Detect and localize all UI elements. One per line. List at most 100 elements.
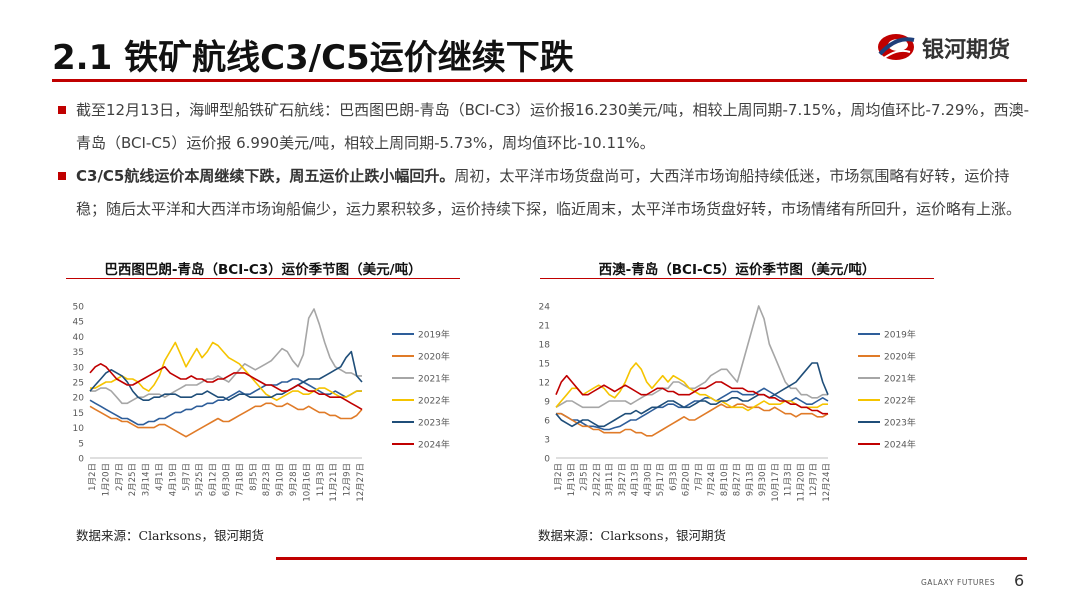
y-tick-label: 3 [544,436,550,446]
x-tick-label: 8月23日 [262,463,272,496]
chart-c5-seasonal: 0 3 6 9 12 15 18 21 24 1月2日 1月19日 2月5日 2月22日 3月11日 3月2… [539,303,916,502]
x-tick-label: 6月30日 [222,463,232,496]
bullet-bold-text: C3/C5航线运价本周继续下跌，周五运价止跌小幅回升。 [76,167,455,185]
x-tick-label: 10月16日 [302,463,312,502]
y-tick-label: 12 [539,379,550,389]
page-title: 2.1 铁矿航线C3/C5运价继续下跌 [52,38,574,78]
legend-label: 2019年 [418,329,450,341]
x-tick-label: 6月20日 [682,463,692,496]
x-tick-label: 9月13日 [745,463,755,496]
y-tick-label: 5 [78,439,84,449]
x-tick-label: 8月10日 [720,463,730,496]
x-tick-label: 4月13日 [631,463,641,496]
y-tick-label: 15 [539,360,550,370]
x-tick-label: 11月20日 [796,463,806,502]
x-tick-label: 9月28日 [289,463,299,496]
x-tick-label: 4月19日 [168,463,178,496]
series-line-2024年 [555,374,828,415]
x-tick-label: 7月18日 [235,463,245,496]
bullet-square-icon [58,106,66,114]
chart-title-c5: 西澳-青岛（BCI-C5）运价季节图（美元/吨） [598,262,876,278]
y-tick-label: 25 [73,379,84,389]
x-tick-label: 5月25日 [195,463,205,496]
bullet-item-weekly-summary: C3/C5航线运价本周继续下跌，周五运价止跌小幅回升。周初，太平洋市场货盘尚可，… [52,160,1032,226]
x-tick-label: 7月24日 [707,463,717,496]
y-tick-label: 10 [73,424,85,434]
y-tick-label: 9 [544,398,550,408]
x-tick-label: 8月27日 [733,463,743,496]
x-tick-label: 1月2日 [88,463,98,491]
x-tick-label: 12月27日 [356,463,366,502]
series-line-2023年 [89,350,363,401]
x-tick-label: 6月3日 [669,463,679,491]
y-tick-label: 40 [73,333,85,343]
y-tick-label: 6 [544,417,550,427]
y-tick-label: 0 [78,455,84,465]
x-tick-label: 1月19日 [567,463,577,496]
x-tick-label: 11月3日 [784,463,794,496]
x-tick-label: 5月7日 [182,463,192,491]
x-tick-label: 2月5日 [580,463,590,491]
y-tick-label: 45 [73,318,84,328]
chart-c3-seasonal: 0 5 10 15 20 25 30 35 40 45 50 1月2日 1月20日 2月7日 2月25日 3月… [73,303,450,502]
legend-label: 2022年 [418,395,450,407]
y-tick-label: 30 [73,363,85,373]
galaxy-logo-icon [878,34,915,60]
series-line-2020年 [556,403,829,437]
x-tick-label: 12月24日 [822,463,832,502]
x-tick-label: 11月3日 [316,463,326,496]
x-tick-label: 9月30日 [758,463,768,496]
footer-company: GALAXY FUTURES [921,578,996,587]
company-logo: 银河期货 [876,30,1026,64]
x-tick-label: 3月27日 [618,463,628,496]
chart-title-underline [66,278,460,279]
page-number: 6 [1014,571,1025,590]
x-tick-label: 10月17日 [771,463,781,502]
x-tick-label: 11月21日 [329,463,339,502]
footer-divider [276,557,1027,560]
y-tick-label: 18 [539,341,551,351]
x-tick-label: 1月20日 [101,463,111,496]
chart-source-c5: 数据来源：Clarksons，银河期货 [538,528,726,543]
legend-label: 2023年 [418,417,450,429]
legend-label: 2020年 [884,351,916,363]
chart-title-underline [540,278,934,279]
bullet-item-c3-c5-rates: 截至12月13日，海岬型船铁矿石航线：巴西图巴朗-青岛（BCI-C3）运价报16… [52,94,1032,160]
logo-text: 银河期货 [922,38,1011,63]
x-tick-label: 12月9日 [343,463,353,496]
legend-label: 2022年 [884,395,916,407]
y-tick-label: 21 [539,322,550,332]
chart-title-c3: 巴西图巴朗-青岛（BCI-C3）运价季节图（美元/吨） [104,262,422,278]
x-tick-label: 3月14日 [142,463,152,496]
x-tick-label: 9月10日 [276,463,286,496]
series-line-2021年 [555,305,828,409]
legend-label: 2023年 [884,417,916,429]
y-tick-label: 35 [73,348,84,358]
x-tick-label: 8月5日 [249,463,259,491]
bullet-text: 周初，太平洋市场货盘尚可，大西洋市场询船持续低迷，市场氛围略有好转，运价持稳；随… [76,167,1022,218]
series-line-2023年 [555,362,829,428]
chart-source-c3: 数据来源：Clarksons，银河期货 [76,528,264,543]
legend-label: 2021年 [418,373,450,385]
x-tick-label: 1月2日 [554,463,564,491]
x-tick-label: 5月17日 [656,463,666,496]
title-divider [52,79,1027,82]
x-tick-label: 3月11日 [605,463,615,496]
x-tick-label: 2月22日 [592,463,602,496]
legend-label: 2024年 [884,439,916,451]
x-tick-label: 7月7日 [694,463,704,491]
y-tick-label: 24 [539,303,551,313]
y-tick-label: 15 [73,409,84,419]
x-tick-label: 2月25日 [128,463,138,496]
bullet-list: 截至12月13日，海岬型船铁矿石航线：巴西图巴朗-青岛（BCI-C3）运价报16… [52,94,1032,226]
legend-label: 2021年 [884,373,916,385]
series-line-2024年 [89,363,363,411]
x-tick-label: 4月30日 [643,463,653,496]
bullet-text: 截至12月13日，海岬型船铁矿石航线：巴西图巴朗-青岛（BCI-C3）运价报16… [76,101,1030,152]
series-line-2021年 [90,308,362,405]
x-tick-label: 2月7日 [115,463,125,491]
x-tick-label: 12月7日 [809,463,819,496]
series-line-2020年 [89,402,363,438]
y-tick-label: 50 [73,303,85,313]
series-line-2019年 [556,387,829,431]
